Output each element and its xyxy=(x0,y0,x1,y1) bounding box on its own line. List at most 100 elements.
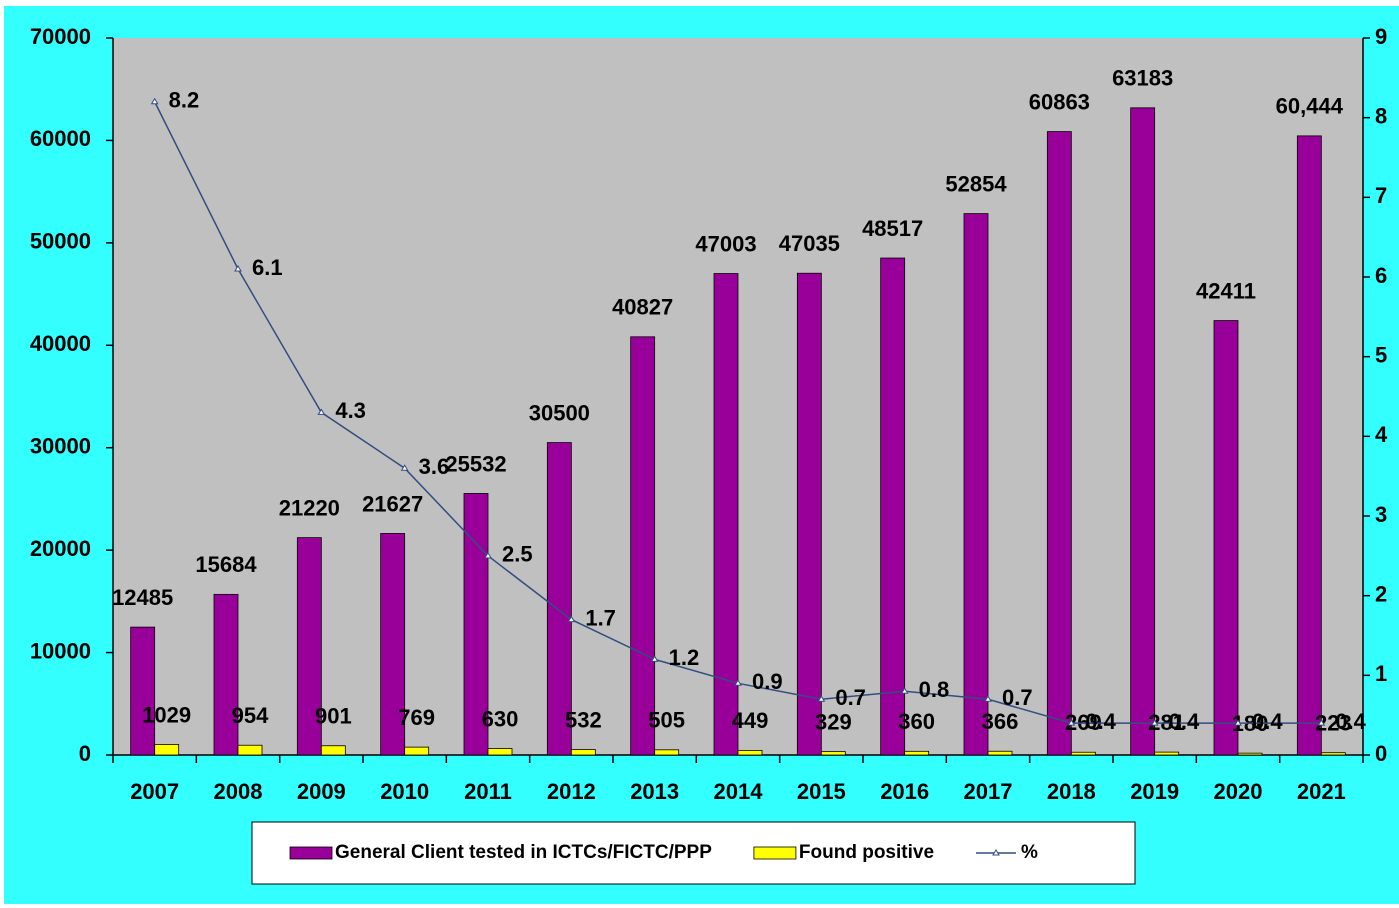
data-label: 0.4 xyxy=(1169,709,1200,734)
marker xyxy=(1234,719,1242,726)
bar xyxy=(1046,131,1072,756)
bar xyxy=(1320,752,1346,756)
y2-tick-label: 9 xyxy=(1375,24,1387,49)
legend-label: % xyxy=(1021,842,1038,863)
y-tick-label: 50000 xyxy=(30,229,91,254)
data-label: 0.7 xyxy=(1002,685,1033,710)
marker xyxy=(1317,719,1326,726)
marker xyxy=(317,408,326,415)
data-label: 21627 xyxy=(362,491,423,516)
data-label: 1.2 xyxy=(669,645,700,670)
data-label: 47003 xyxy=(695,231,756,256)
y2-tick-label: 4 xyxy=(1375,422,1388,447)
bar xyxy=(963,213,989,756)
bar xyxy=(1130,107,1156,756)
data-label: 25532 xyxy=(445,451,506,476)
bar xyxy=(1154,751,1180,756)
bar xyxy=(904,750,930,756)
marker xyxy=(1067,719,1076,726)
marker xyxy=(150,97,159,105)
data-label: 3.6 xyxy=(419,454,450,479)
data-label: 0.7 xyxy=(835,685,866,710)
bar xyxy=(1296,135,1322,756)
data-label: 42411 xyxy=(1196,278,1256,303)
y-tick-label: 0 xyxy=(79,741,91,766)
bar xyxy=(487,748,513,756)
legend-label: General Client tested in ICTCs/FICTC/PPP xyxy=(335,842,712,863)
x-tick-label: 2014 xyxy=(714,779,764,804)
data-label: 0.4 xyxy=(1252,709,1283,734)
y2-tick-label: 7 xyxy=(1375,183,1387,208)
bar xyxy=(880,257,906,756)
data-label: 532 xyxy=(565,707,602,732)
bar xyxy=(1070,751,1096,756)
bar xyxy=(213,593,239,756)
marker xyxy=(567,615,576,623)
legend-marker xyxy=(992,849,1000,856)
marker xyxy=(484,551,492,559)
bar xyxy=(630,336,656,756)
y-tick-label: 20000 xyxy=(30,536,91,561)
legend-label: Found positive xyxy=(799,842,934,863)
y2-tick-label: 1 xyxy=(1375,661,1387,686)
x-tick-label: 2012 xyxy=(547,779,596,804)
bar xyxy=(737,750,763,756)
data-label: 21220 xyxy=(279,495,340,520)
marker xyxy=(734,679,742,686)
y2-tick-label: 5 xyxy=(1375,342,1387,367)
bar xyxy=(154,744,180,756)
bar xyxy=(1237,752,1263,756)
data-label: 60,444 xyxy=(1276,94,1344,119)
y-tick-label: 30000 xyxy=(30,434,91,459)
x-tick-label: 2018 xyxy=(1047,779,1096,804)
y2-tick-label: 8 xyxy=(1375,103,1387,128)
bar xyxy=(1213,320,1239,756)
data-label: 449 xyxy=(732,708,769,733)
data-label: 30500 xyxy=(529,400,590,425)
data-label: 15684 xyxy=(195,552,257,577)
data-label: 47035 xyxy=(779,231,840,256)
data-label: 63183 xyxy=(1112,66,1173,91)
data-label: 0.8 xyxy=(919,677,950,702)
data-label: 2.5 xyxy=(502,542,533,567)
y2-tick-label: 3 xyxy=(1375,502,1387,527)
data-label: 1029 xyxy=(142,702,191,727)
data-label: 40827 xyxy=(612,295,673,320)
data-label: 901 xyxy=(315,704,352,729)
x-tick-label: 2011 xyxy=(464,779,512,804)
marker xyxy=(234,265,242,272)
marker xyxy=(900,687,909,694)
bar xyxy=(463,493,489,756)
data-label: 505 xyxy=(648,708,685,733)
y2-tick-label: 2 xyxy=(1375,581,1387,606)
data-label: 366 xyxy=(982,709,1019,734)
data-label: 1.7 xyxy=(585,605,616,630)
bar xyxy=(546,442,572,756)
bar xyxy=(570,749,596,756)
x-tick-label: 2009 xyxy=(297,779,346,804)
data-label: 769 xyxy=(398,705,435,730)
bar xyxy=(987,750,1013,756)
data-label: 8.2 xyxy=(169,88,200,113)
y-tick-label: 10000 xyxy=(30,638,91,663)
data-label: 4.3 xyxy=(335,398,366,423)
bar xyxy=(130,626,156,756)
marker xyxy=(984,695,992,702)
data-label: 329 xyxy=(815,709,852,734)
bar xyxy=(820,751,846,756)
y2-tick-label: 6 xyxy=(1375,263,1387,288)
x-tick-label: 2007 xyxy=(130,779,179,804)
data-label: 6.1 xyxy=(252,255,283,280)
data-label: 12485 xyxy=(112,585,173,610)
marker xyxy=(650,655,659,662)
x-tick-label: 2017 xyxy=(964,779,1013,804)
y-tick-label: 70000 xyxy=(30,24,91,49)
bar xyxy=(380,533,406,756)
bar xyxy=(654,749,680,756)
data-label: 52854 xyxy=(945,171,1007,196)
bar xyxy=(713,273,739,756)
bar xyxy=(237,744,263,756)
x-tick-label: 2015 xyxy=(797,779,846,804)
